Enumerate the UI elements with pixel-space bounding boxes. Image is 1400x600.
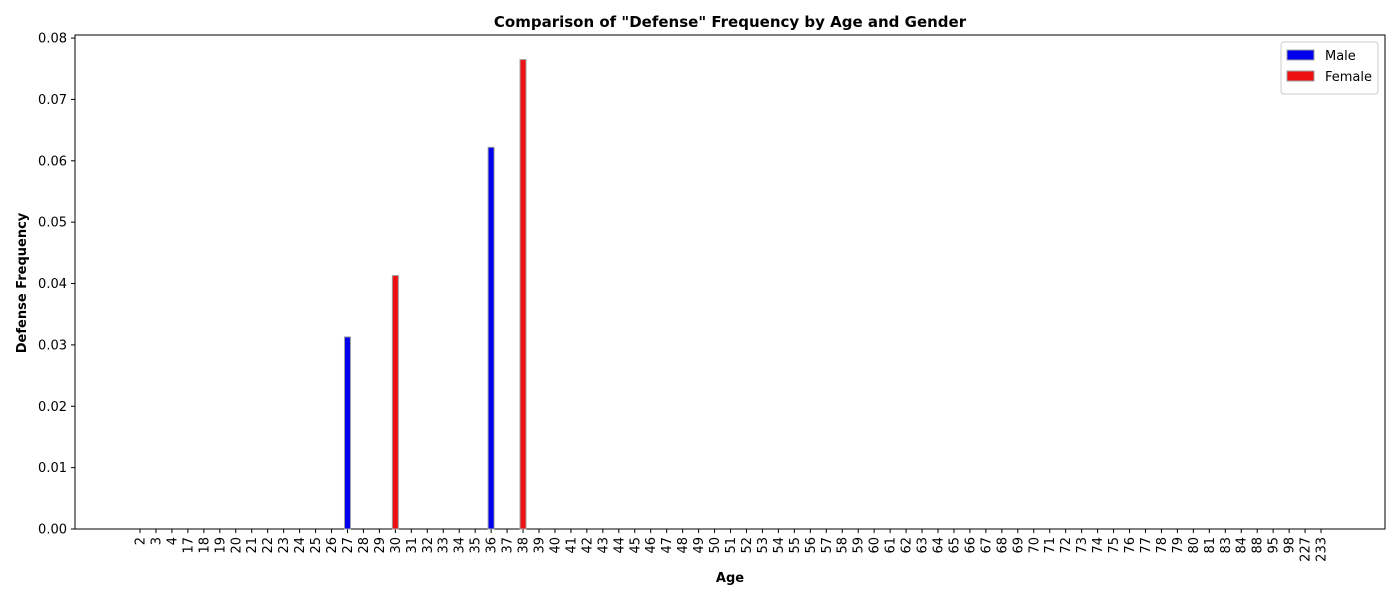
x-tick-label: 75 xyxy=(1107,537,1122,554)
bar-female-age-30 xyxy=(391,275,399,530)
x-tick-label: 19 xyxy=(213,537,228,554)
x-tick-label: 54 xyxy=(772,537,787,554)
plot-frame xyxy=(74,34,1386,530)
x-tick-label: 73 xyxy=(1075,537,1090,554)
y-tick-label: 0.04 xyxy=(38,277,67,292)
x-tick-label: 29 xyxy=(373,537,388,554)
x-tick-label: 66 xyxy=(963,537,978,554)
x-tick-label: 69 xyxy=(1011,537,1026,554)
x-tick-label: 46 xyxy=(644,537,659,554)
x-tick-label: 59 xyxy=(852,537,867,554)
legend: Male Female xyxy=(1280,41,1379,95)
x-tick-label: 47 xyxy=(660,537,675,554)
legend-swatch-male xyxy=(1286,49,1315,61)
y-tick-label: 0.03 xyxy=(38,338,67,353)
x-tick-label: 50 xyxy=(708,537,723,554)
x-tick-label: 45 xyxy=(628,537,643,554)
x-tick-label: 4 xyxy=(165,537,180,545)
x-tick-label: 81 xyxy=(1203,537,1218,554)
x-tick-label: 64 xyxy=(932,537,947,554)
y-tick-label: 0.00 xyxy=(38,523,67,538)
x-tick-label: 32 xyxy=(421,537,436,554)
x-tick-label: 67 xyxy=(979,537,994,554)
plot-area: 0.000.010.020.030.040.050.060.070.082 3 4 1… xyxy=(38,32,1386,562)
legend-label-male: Male xyxy=(1325,49,1356,64)
x-tick-label: 23 xyxy=(277,537,292,554)
x-tick-label: 72 xyxy=(1059,537,1074,554)
x-tick-label: 62 xyxy=(900,537,915,554)
x-tick-label: 21 xyxy=(245,537,260,554)
x-tick-label: 34 xyxy=(453,537,468,554)
x-tick-label: 71 xyxy=(1043,537,1058,554)
x-tick-label: 44 xyxy=(612,537,627,554)
x-tick-label: 84 xyxy=(1235,537,1250,554)
x-tick-label: 77 xyxy=(1139,537,1154,554)
x-tick-label: 41 xyxy=(564,537,579,554)
x-tick-label: 61 xyxy=(884,537,899,554)
x-tick-label: 233 xyxy=(1315,537,1330,562)
x-tick-label: 227 xyxy=(1299,537,1314,562)
x-tick-label: 28 xyxy=(357,537,372,554)
x-tick-label: 57 xyxy=(820,537,835,554)
x-tick-label: 76 xyxy=(1123,537,1138,554)
x-tick-label: 39 xyxy=(533,537,548,554)
y-tick-label: 0.02 xyxy=(38,400,67,415)
x-tick-label: 55 xyxy=(788,537,803,554)
x-tick-label: 37 xyxy=(501,537,516,554)
x-tick-label: 70 xyxy=(1027,537,1042,554)
y-tick-label: 0.08 xyxy=(38,32,67,47)
x-tick-label: 78 xyxy=(1155,537,1170,554)
x-tick-label: 38 xyxy=(517,537,532,554)
x-tick-label: 83 xyxy=(1219,537,1234,554)
x-tick-label: 51 xyxy=(724,537,739,554)
x-tick-label: 80 xyxy=(1187,537,1202,554)
x-tick-label: 31 xyxy=(405,537,420,554)
x-tick-label: 30 xyxy=(389,537,404,554)
y-axis-label: Defense Frequency xyxy=(15,212,30,353)
x-tick-label: 88 xyxy=(1251,537,1266,554)
bar-male-age-36 xyxy=(487,146,495,530)
x-tick-label: 43 xyxy=(596,537,611,554)
x-tick-label: 33 xyxy=(437,537,452,554)
x-tick-label: 60 xyxy=(868,537,883,554)
x-tick-label: 95 xyxy=(1267,537,1282,554)
x-tick-label: 3 xyxy=(149,537,164,545)
x-tick-label: 26 xyxy=(325,537,340,554)
x-tick-label: 2 xyxy=(134,537,149,545)
bar-male-age-27 xyxy=(343,336,351,530)
chart-title: Comparison of "Defense" Frequency by Age… xyxy=(494,13,967,31)
y-tick-label: 0.06 xyxy=(38,154,67,169)
x-tick-label: 18 xyxy=(197,537,212,554)
x-tick-label: 22 xyxy=(261,537,276,554)
x-tick-label: 42 xyxy=(580,537,595,554)
x-tick-label: 48 xyxy=(676,537,691,554)
x-tick-label: 63 xyxy=(916,537,931,554)
x-tick-label: 53 xyxy=(756,537,771,554)
x-tick-label: 35 xyxy=(469,537,484,554)
x-tick-label: 36 xyxy=(485,537,500,554)
x-tick-label: 74 xyxy=(1091,537,1106,554)
y-tick-label: 0.07 xyxy=(38,93,67,108)
y-tick-label: 0.01 xyxy=(38,461,67,476)
legend-label-female: Female xyxy=(1325,70,1372,85)
x-tick-label: 52 xyxy=(740,537,755,554)
x-tick-label: 25 xyxy=(309,537,324,554)
x-tick-label: 79 xyxy=(1171,537,1186,554)
legend-swatch-female xyxy=(1286,70,1315,82)
x-axis-label: Age xyxy=(716,571,744,586)
x-tick-label: 27 xyxy=(341,537,356,554)
x-tick-label: 65 xyxy=(947,537,962,554)
y-tick-label: 0.05 xyxy=(38,216,67,231)
bar-female-age-38 xyxy=(519,59,527,530)
x-tick-label: 20 xyxy=(229,537,244,554)
x-tick-label: 68 xyxy=(995,537,1010,554)
x-tick-label: 40 xyxy=(548,537,563,554)
x-tick-label: 58 xyxy=(836,537,851,554)
x-tick-label: 49 xyxy=(692,537,707,554)
x-tick-label: 24 xyxy=(293,537,308,554)
x-tick-label: 17 xyxy=(181,537,196,554)
x-tick-label: 98 xyxy=(1283,537,1298,554)
x-tick-label: 56 xyxy=(804,537,819,554)
